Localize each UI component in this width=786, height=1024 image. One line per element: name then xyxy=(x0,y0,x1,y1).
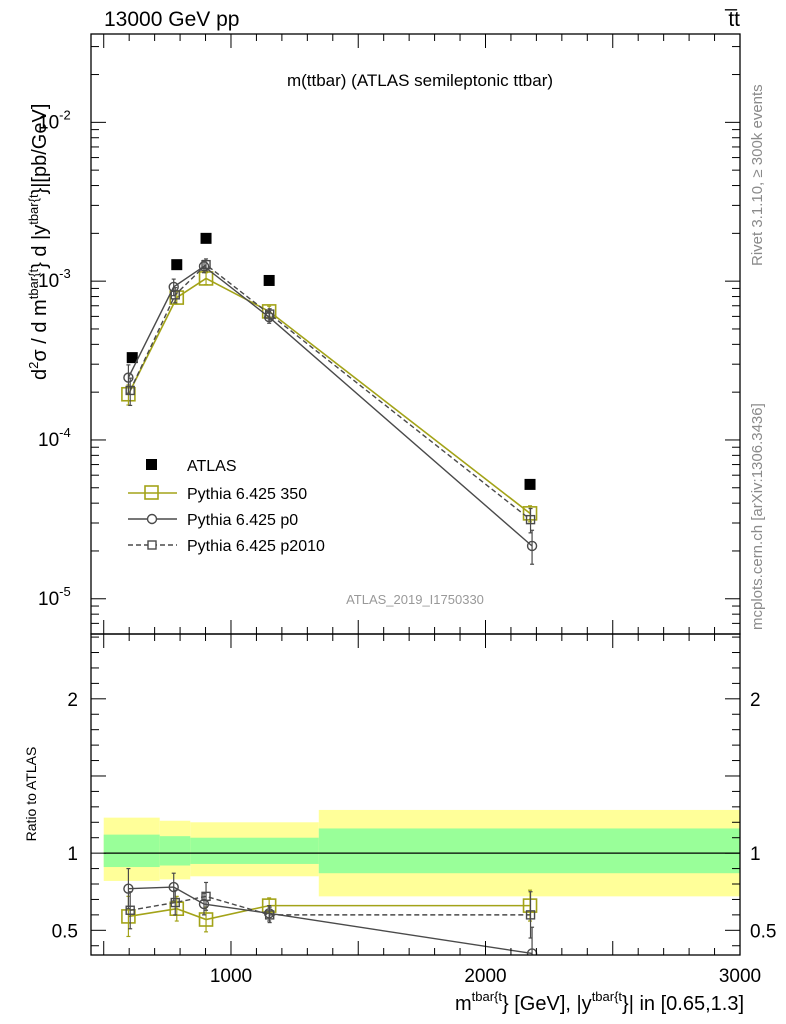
main-ylabel: d2σ / d mtbar{t} d |ytbar{t}|[pb/GeV] xyxy=(26,104,51,380)
data-point-p2010 xyxy=(525,514,536,525)
data-point-p2010 xyxy=(201,259,211,270)
ratio-panel-bands xyxy=(103,809,740,897)
ratio-y-tick-label-left: 1 xyxy=(67,844,78,865)
legend-marker-py350 xyxy=(144,485,159,500)
series-line-py350 xyxy=(128,904,531,921)
data-point-data xyxy=(524,478,536,490)
ratio-band-inner xyxy=(103,834,160,868)
ratio-y-tick-label-left: 0.5 xyxy=(52,921,78,942)
ratio-panel-axes: 1000 2000 3000 0.5 0.5 1 1 2 2 xyxy=(52,633,776,987)
ratio-panel-frame xyxy=(90,633,741,956)
legend-label-p2010: Pythia 6.425 p2010 xyxy=(187,538,325,555)
legend-marker-p0 xyxy=(146,513,158,525)
ratio-series-clipped xyxy=(121,867,538,955)
header-energy-label: 13000 GeV pp xyxy=(104,8,239,31)
data-point-data xyxy=(126,352,138,364)
ratio-y-tick-label-right: 1 xyxy=(750,844,761,865)
legend-marker-p2010 xyxy=(147,540,157,550)
data-point-p0 xyxy=(198,898,210,910)
ratio-band-inner xyxy=(318,828,740,874)
mcplots-label: mcplots.cern.ch [arXiv:1306.3436] xyxy=(749,403,766,630)
ratio-ylabel: Ratio to ATLAS xyxy=(23,747,39,842)
data-point-py350 xyxy=(198,912,214,927)
data-point-p2010 xyxy=(170,897,180,908)
data-point-p0 xyxy=(168,881,179,893)
legend-marker-atlas xyxy=(146,459,157,470)
y-tick-label: 10-4 xyxy=(38,425,71,451)
legend-label-p0: Pythia 6.425 p0 xyxy=(187,512,298,529)
ratio-band-inner xyxy=(159,836,191,866)
series-line-p2010 xyxy=(129,263,531,521)
series-line-py350 xyxy=(127,277,531,514)
xlabel: mtbar{t} [GeV], |ytbar{t}| in [0.65,1.3] xyxy=(455,989,744,1015)
y-tick-label: 10-5 xyxy=(38,584,71,610)
main-panel-series xyxy=(121,232,538,565)
plot-title: m(ttbar) (ATLAS semileptonic ttbar) xyxy=(287,71,553,90)
x-tick-label: 2000 xyxy=(464,966,506,987)
data-point-p0 xyxy=(198,261,210,272)
rivet-label: Rivet 3.1.10, ≥ 300k events xyxy=(749,84,766,266)
series-line-p0 xyxy=(128,886,533,955)
legend: ATLAS Pythia 6.425 350 Pythia 6.425 p0 P… xyxy=(128,458,325,555)
ratio-y-tick-label-right: 0.5 xyxy=(750,921,776,942)
data-point-p2010 xyxy=(170,290,180,300)
data-point-p2010 xyxy=(264,309,275,319)
data-point-data xyxy=(200,232,212,244)
data-point-py350 xyxy=(198,271,214,286)
data-point-p2010 xyxy=(125,385,135,396)
data-point-p2010 xyxy=(125,905,135,915)
y-tick-label: 10-2 xyxy=(38,107,71,133)
legend-label-atlas: ATLAS xyxy=(187,458,237,475)
data-point-py350 xyxy=(121,909,136,924)
data-point-data xyxy=(263,274,275,286)
ratio-panel-series xyxy=(121,867,538,955)
data-point-data xyxy=(171,259,183,271)
ratio-band-inner xyxy=(190,837,319,864)
data-point-p0 xyxy=(123,372,134,383)
analysis-watermark: ATLAS_2019_I1750330 xyxy=(346,592,484,607)
x-tick-label: 1000 xyxy=(210,966,252,987)
main-panel-axes: 10-2 10-3 10-4 10-5 xyxy=(38,33,741,635)
data-point-p0 xyxy=(526,540,538,552)
legend-label-py350: Pythia 6.425 350 xyxy=(187,486,307,503)
x-tick-label: 3000 xyxy=(719,966,761,987)
data-point-p2010 xyxy=(201,891,211,902)
data-point-p0 xyxy=(123,883,134,894)
ratio-y-tick-label-left: 2 xyxy=(67,690,78,711)
y-tick-label: 10-3 xyxy=(38,266,71,292)
header-process-label: t̅t xyxy=(724,8,740,31)
series-line-p0 xyxy=(127,265,533,547)
ratio-y-tick-label-right: 2 xyxy=(750,690,761,711)
data-point-p2010 xyxy=(525,910,536,920)
data-point-p2010 xyxy=(264,910,275,920)
